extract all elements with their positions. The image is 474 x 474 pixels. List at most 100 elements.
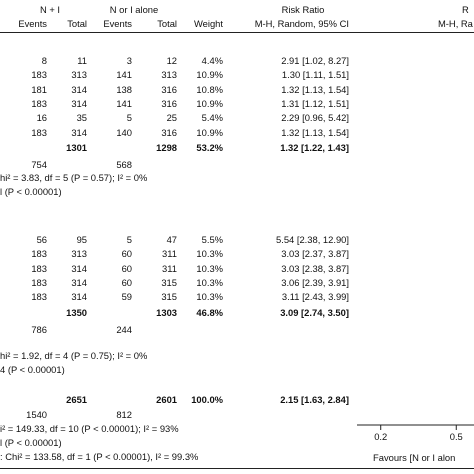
row-rr: 3.03 [2.37, 3.87] xyxy=(281,248,349,260)
row-t1: 314 xyxy=(71,83,87,95)
total-overall-test: l (P < 0.00001) xyxy=(0,437,62,448)
row-e1: 183 xyxy=(31,97,47,109)
subtotal-t2: 1298 xyxy=(156,141,177,153)
row-t2: 315 xyxy=(161,276,177,288)
row-e1: 183 xyxy=(31,262,47,274)
subtotal-rr: 1.32 [1.22, 1.43] xyxy=(280,141,349,153)
total-n1: 2651 xyxy=(66,394,87,405)
subgroup1-heterogeneity: hi² = 3.83, df = 5 (P = 0.57); I² = 0% xyxy=(0,172,148,183)
events-header-2: Events xyxy=(103,18,132,29)
total-weight: 100.0% xyxy=(191,394,223,405)
subtotal-rr: 3.09 [2.74, 3.50] xyxy=(280,306,349,318)
row-e1: 181 xyxy=(31,83,47,95)
total-events-1: 1540 xyxy=(26,409,47,420)
weight-header: Weight xyxy=(193,18,223,29)
total-events-2: 812 xyxy=(116,409,132,420)
row-t1: 11 xyxy=(77,55,87,66)
row-e1: 8 xyxy=(41,55,47,66)
row-rr: 1.30 [1.11, 1.51] xyxy=(281,69,349,81)
row-t2: 12 xyxy=(166,55,177,66)
subtotal-t1: 1301 xyxy=(66,141,87,153)
row-t2: 316 xyxy=(161,126,177,138)
row-e2: 138 xyxy=(116,83,132,95)
row-t1: 313 xyxy=(71,248,87,260)
row-e2: 140 xyxy=(116,126,132,138)
total-heterogeneity: i² = 149.33, df = 10 (P < 0.00001); I² =… xyxy=(0,423,179,434)
row-rr: 1.31 [1.12, 1.51] xyxy=(281,97,349,109)
subgroup1-overall-test: l (P < 0.00001) xyxy=(0,186,62,197)
favours-left-label: Favours [N or I alon xyxy=(373,452,456,463)
row-e2: 60 xyxy=(121,262,132,274)
row-weight: 10.3% xyxy=(196,291,223,303)
row-weight: 10.8% xyxy=(196,83,223,95)
row-t2: 315 xyxy=(161,291,177,303)
row-e2: 3 xyxy=(126,55,132,66)
row-t2: 316 xyxy=(161,97,177,109)
row-e1: 183 xyxy=(31,276,47,288)
total-header-1: Total xyxy=(67,18,87,29)
subgroup-events-e2: 244 xyxy=(116,323,132,335)
row-t2: 313 xyxy=(161,69,177,81)
subgroup-events-e1: 786 xyxy=(31,323,47,335)
row-t2: 25 xyxy=(166,112,177,124)
total-n2: 2601 xyxy=(156,394,177,405)
subgroup-events-e2: 568 xyxy=(116,158,132,170)
total-rr: 2.15 [1.63, 2.84] xyxy=(280,394,349,405)
row-rr: 2.91 [1.02, 8.27] xyxy=(281,55,349,66)
risk-ratio-header: Risk Ratio xyxy=(281,4,325,15)
row-t2: 316 xyxy=(161,83,177,95)
row-e2: 59 xyxy=(121,291,132,303)
subgroup2-heterogeneity: hi² = 1.92, df = 4 (P = 0.75); I² = 0% xyxy=(0,350,148,361)
subgroup2-overall-test: 4 (P < 0.00001) xyxy=(0,364,65,375)
group1-header: N + I xyxy=(39,4,61,15)
x-tick-label: 0.5 xyxy=(450,431,463,442)
row-e2: 5 xyxy=(126,112,132,124)
row-e1: 56 xyxy=(36,234,47,245)
total-header-2: Total xyxy=(157,18,177,29)
row-t1: 95 xyxy=(76,234,87,245)
row-t1: 35 xyxy=(76,112,87,124)
footer-rule xyxy=(0,468,474,469)
subtotal-t2: 1303 xyxy=(156,306,177,318)
rr-method-header: M-H, Random, 95% CI xyxy=(254,18,349,29)
subtotal-t1: 1350 xyxy=(66,306,87,318)
row-e2: 60 xyxy=(121,248,132,260)
row-weight: 10.3% xyxy=(196,276,223,288)
row-t1: 314 xyxy=(71,291,87,303)
row-e1: 183 xyxy=(31,291,47,303)
row-e1: 183 xyxy=(31,69,47,81)
events-header-1: Events xyxy=(18,18,47,29)
subtotal-weight: 46.8% xyxy=(196,306,223,318)
subgroup-events-e1: 754 xyxy=(31,158,47,170)
risk-ratio-header-right: R xyxy=(462,4,469,15)
row-rr: 3.11 [2.43, 3.99] xyxy=(281,291,349,303)
subgroup-difference: : Chi² = 133.58, df = 1 (P < 0.00001), I… xyxy=(0,451,199,462)
x-tick-label: 0.2 xyxy=(374,431,387,442)
row-weight: 10.3% xyxy=(196,248,223,260)
row-e2: 60 xyxy=(121,276,132,288)
row-weight: 4.4% xyxy=(201,55,223,66)
row-weight: 5.5% xyxy=(201,234,223,245)
row-rr: 3.06 [2.39, 3.91] xyxy=(281,276,349,288)
row-rr: 1.32 [1.13, 1.54] xyxy=(281,126,349,138)
subtotal-weight: 53.2% xyxy=(196,141,223,153)
row-e2: 141 xyxy=(116,97,132,109)
row-t1: 314 xyxy=(71,276,87,288)
row-t2: 311 xyxy=(162,262,177,274)
rr-method-header-right: M-H, Ra xyxy=(438,18,473,29)
row-weight: 10.9% xyxy=(196,126,223,138)
row-rr: 3.03 [2.38, 3.87] xyxy=(281,262,349,274)
row-t1: 314 xyxy=(71,262,87,274)
row-e1: 16 xyxy=(36,112,47,124)
row-rr: 1.32 [1.13, 1.54] xyxy=(281,83,349,95)
row-rr: 2.29 [0.96, 5.42] xyxy=(281,112,349,124)
group2-header: N or I alone xyxy=(109,4,159,15)
row-weight: 10.3% xyxy=(196,262,223,274)
row-t1: 314 xyxy=(71,126,87,138)
row-e1: 183 xyxy=(31,126,47,138)
header-rule xyxy=(0,32,474,33)
row-weight: 5.4% xyxy=(201,112,223,124)
row-weight: 10.9% xyxy=(196,69,223,81)
